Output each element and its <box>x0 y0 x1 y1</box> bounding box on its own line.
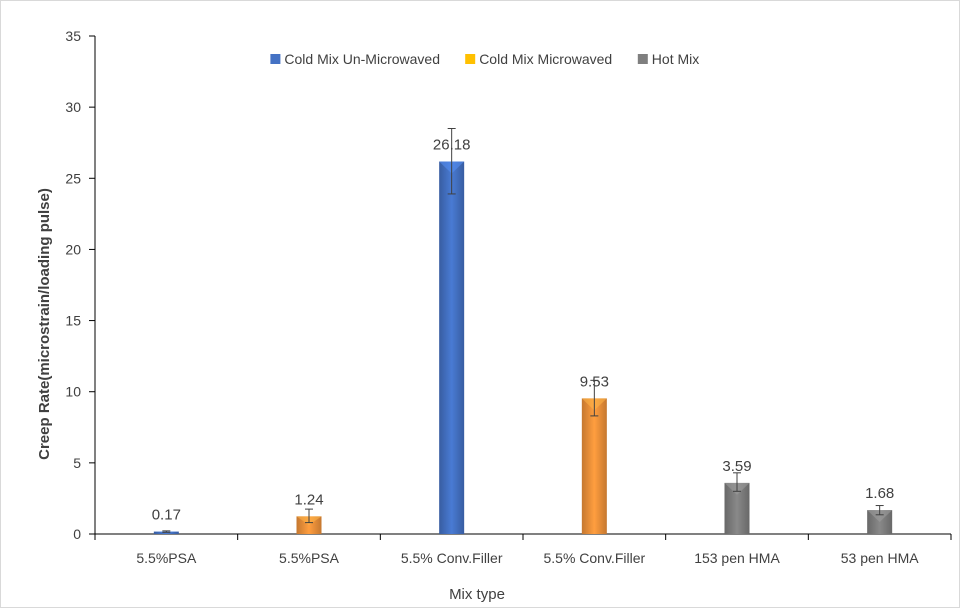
bar-data-label: 3.59 <box>722 458 751 475</box>
legend-swatch <box>637 54 648 64</box>
bar-data-label: 1.68 <box>865 485 894 502</box>
x-category-label: 5.5%PSA <box>136 550 197 566</box>
bar-group <box>867 505 893 534</box>
y-tick-label: 15 <box>65 313 81 329</box>
y-tick-label: 10 <box>65 384 81 400</box>
bar-group <box>153 530 179 534</box>
y-tick-label: 5 <box>73 455 81 471</box>
bar-group <box>724 472 750 534</box>
legend-item: Cold Mix Un-Microwaved <box>270 51 440 67</box>
legend-swatch <box>465 54 476 64</box>
legend-item: Cold Mix Microwaved <box>465 51 612 67</box>
y-axis-title: Creep Rate(microstrain/loading pulse) <box>36 188 53 460</box>
legend-item: Hot Mix <box>637 51 699 67</box>
x-category-label: 5.5% Conv.Filler <box>543 550 645 566</box>
y-tick-label: 20 <box>65 241 81 257</box>
y-tick-label: 35 <box>65 28 81 44</box>
bar-data-label: 9.53 <box>580 373 609 390</box>
bar <box>439 161 465 534</box>
x-axis-title: Mix type <box>449 586 505 603</box>
bar-data-label: 0.17 <box>152 507 181 524</box>
y-tick-label: 0 <box>73 526 81 542</box>
bar <box>581 398 607 534</box>
y-tick-label: 30 <box>65 99 81 115</box>
bar-top-bevel <box>867 510 893 523</box>
legend-label: Hot Mix <box>652 51 699 67</box>
y-tick-label: 25 <box>65 170 81 186</box>
bar-group <box>296 508 322 534</box>
x-category-label: 5.5%PSA <box>279 550 340 566</box>
bar-data-label: 26.18 <box>433 136 471 153</box>
legend-label: Cold Mix Un-Microwaved <box>284 51 440 67</box>
bar-group <box>439 127 465 534</box>
legend-swatch <box>270 54 281 64</box>
legend-label: Cold Mix Microwaved <box>479 51 612 67</box>
x-category-label: 5.5% Conv.Filler <box>401 550 503 566</box>
x-category-label: 153 pen HMA <box>694 550 780 566</box>
bar-group <box>581 379 607 534</box>
bar-data-label: 1.24 <box>294 491 323 508</box>
x-category-label: 53 pen HMA <box>841 550 919 566</box>
